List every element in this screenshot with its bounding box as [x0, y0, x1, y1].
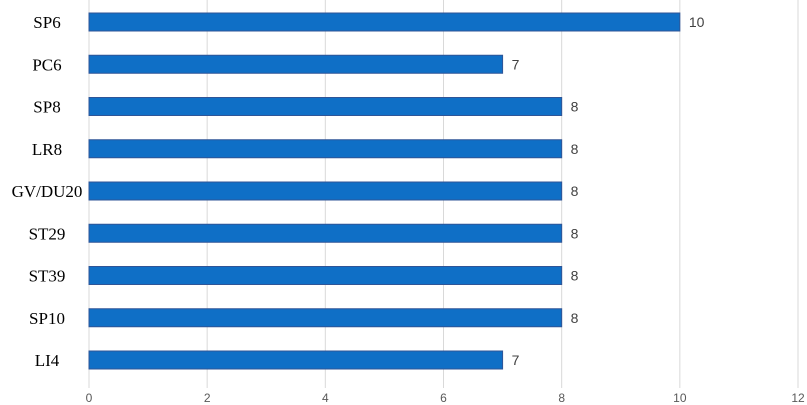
bar: [88, 181, 563, 201]
category-label: LR8: [32, 140, 62, 159]
bar: [88, 266, 563, 285]
data-label: 10: [689, 14, 705, 30]
data-label: 8: [571, 268, 579, 284]
category-label: LI4: [35, 351, 60, 370]
x-tick-label: 4: [322, 391, 329, 405]
bar: [88, 139, 563, 159]
x-tick-label: 2: [204, 391, 211, 405]
data-labels: 10 7 8 8 8 8 8 8 7: [512, 14, 705, 368]
x-tick-label: 0: [86, 391, 93, 405]
category-labels: SP6 PC6 SP8 LR8 GV/DU20 ST29 ST39 SP10 LI4: [12, 13, 83, 370]
category-label: ST29: [29, 224, 66, 243]
data-label: 8: [571, 310, 579, 326]
bar: [88, 350, 504, 370]
x-tick-label: 6: [440, 391, 447, 405]
data-label: 8: [571, 183, 579, 199]
data-label: 8: [571, 225, 579, 241]
category-label: GV/DU20: [12, 182, 83, 201]
data-label: 7: [512, 352, 520, 368]
bar: [88, 54, 504, 74]
bar: [88, 97, 563, 116]
data-label: 8: [571, 99, 579, 115]
data-label: 7: [512, 56, 520, 72]
category-label: PC6: [32, 55, 61, 74]
category-label: SP10: [29, 309, 65, 328]
x-tick-label: 10: [673, 391, 687, 405]
bars: [88, 12, 681, 370]
x-axis-tick-labels: 0 2 4 6 8 10 12: [86, 391, 805, 405]
category-label: SP6: [33, 13, 60, 32]
bar: [88, 223, 563, 243]
x-tick-label: 8: [558, 391, 565, 405]
data-label: 8: [571, 141, 579, 157]
bar: [88, 12, 681, 32]
x-tick-label: 12: [791, 391, 805, 405]
category-label: ST39: [29, 267, 66, 286]
bar: [88, 308, 563, 328]
category-label: SP8: [33, 98, 60, 117]
